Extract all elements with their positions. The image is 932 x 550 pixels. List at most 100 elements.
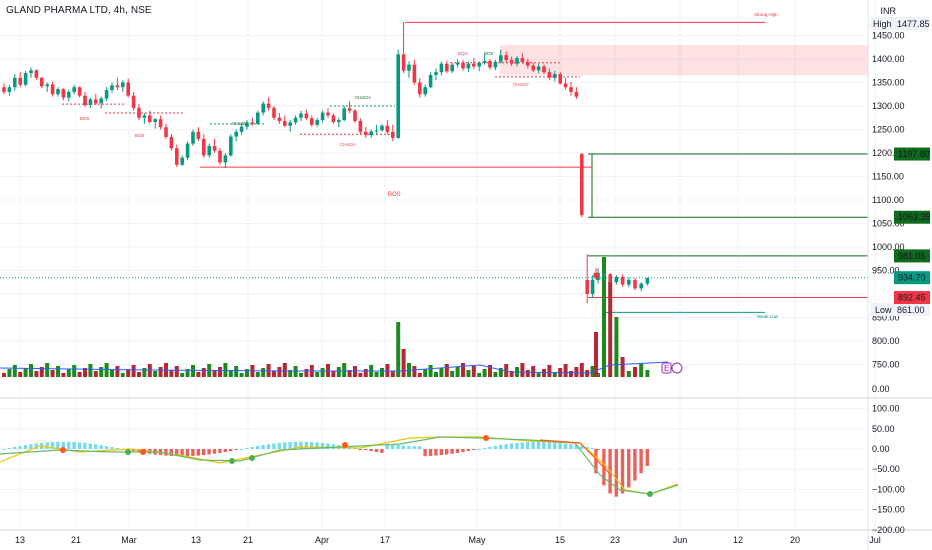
candle-body: [614, 277, 619, 283]
macd-cross-dot: [125, 449, 131, 455]
macd-histogram-bar: [277, 442, 281, 449]
candle-body: [137, 107, 141, 118]
candle-body: [315, 120, 319, 125]
volume-bar: [315, 372, 320, 377]
high-value: 1477.85: [897, 19, 930, 29]
volume-bar: [423, 369, 428, 377]
volume-bar: [645, 370, 650, 377]
macd-histogram-bar: [590, 448, 595, 450]
candle-body: [94, 99, 98, 104]
volume-bar: [488, 365, 492, 377]
macd-histogram-bar: [256, 445, 260, 449]
candle-body: [169, 137, 174, 149]
macd-histogram-bar: [94, 444, 98, 449]
volume-bar: [255, 372, 260, 377]
candle-body: [558, 74, 562, 84]
candle-body: [288, 122, 292, 126]
macd-cross-line: [539, 439, 611, 475]
macd-histogram-bar: [50, 442, 55, 449]
macd-histogram-bar: [455, 449, 460, 453]
volume-bar: [191, 365, 195, 377]
price-tag-bg: [894, 210, 930, 224]
candle-body: [477, 62, 481, 67]
macd-histogram-bar: [326, 443, 330, 449]
candle-body: [385, 125, 390, 132]
price-tick-label: 1050.00: [872, 219, 905, 229]
volume-bar: [61, 373, 66, 377]
candle-body: [547, 72, 552, 78]
macd-cross-dot: [60, 447, 66, 453]
macd-line: [0, 436, 679, 495]
volume-bar: [520, 363, 525, 377]
volume-bar: [299, 373, 303, 377]
volume-bar: [412, 366, 417, 377]
candle-body: [396, 54, 400, 138]
macd-histogram-bar: [531, 441, 535, 449]
time-tick-label: Jul: [869, 535, 881, 545]
macd-histogram-bar: [67, 441, 71, 449]
time-tick-label: 12: [733, 535, 743, 545]
macd-histogram-bar: [396, 445, 400, 449]
low-label: Low: [875, 305, 892, 315]
candle-body: [585, 279, 589, 294]
macd-histogram-bar: [315, 442, 319, 449]
candle-body: [29, 70, 33, 74]
macd-histogram-bar: [77, 442, 82, 449]
bos-label-2: BOS: [135, 133, 145, 138]
candle-body: [61, 89, 66, 98]
macd-histogram-bar: [175, 449, 179, 457]
volume-bar: [428, 365, 433, 377]
macd-histogram-bar: [331, 444, 335, 449]
macd-histogram-bar: [596, 449, 600, 450]
volume-bar: [602, 257, 606, 377]
candle-body: [310, 118, 314, 125]
candle-body: [7, 87, 12, 92]
macd-histogram-bar: [374, 449, 379, 453]
volume-bar: [153, 371, 158, 377]
volume-bar: [77, 372, 82, 377]
candle-body: [261, 103, 265, 113]
macd-histogram-bar: [627, 449, 631, 488]
price-tag-bg: [894, 147, 930, 161]
macd-tick-label: −200.00: [872, 525, 905, 535]
volume-bar: [212, 371, 217, 377]
volume-bar: [531, 366, 536, 377]
price-tick-label: 750.00: [872, 360, 900, 370]
candle-body: [553, 74, 557, 78]
macd-histogram-bar: [310, 442, 314, 449]
candle-body: [142, 115, 147, 118]
volume-bar: [50, 370, 55, 377]
candle-body: [374, 130, 379, 132]
macd-histogram-bar: [83, 442, 87, 449]
candle-body: [299, 113, 303, 118]
volume-bar: [104, 363, 109, 377]
strong-high-label: Strong High: [754, 12, 778, 17]
candle-body: [83, 95, 87, 106]
macd-histogram-bar: [574, 445, 578, 449]
candle-body: [520, 58, 525, 62]
volume-bar: [331, 371, 336, 377]
candle-body: [391, 131, 395, 138]
candle-body: [472, 63, 476, 67]
volume-bar: [66, 369, 71, 377]
time-tick-label: Jun: [673, 535, 688, 545]
candle-body: [45, 84, 49, 87]
volume-bar: [509, 371, 514, 377]
candle-body: [423, 87, 427, 95]
volume-bar: [120, 373, 125, 377]
macd-histogram-bar: [569, 444, 573, 449]
price-tick-label: 850.00: [872, 313, 900, 323]
volume-bar: [374, 372, 379, 377]
volume-bar: [99, 367, 104, 377]
price-tag-text: 981.05: [898, 251, 926, 261]
volume-bar: [493, 372, 498, 377]
macd-histogram-bar: [407, 445, 411, 449]
macd-histogram-bar: [23, 445, 28, 449]
candle-body: [23, 73, 28, 85]
candle-body: [293, 117, 298, 123]
macd-cross-dot: [249, 455, 255, 461]
price-tick-label: 1350.00: [872, 78, 905, 88]
macd-histogram-bar: [580, 446, 584, 449]
candle-body: [88, 99, 93, 106]
